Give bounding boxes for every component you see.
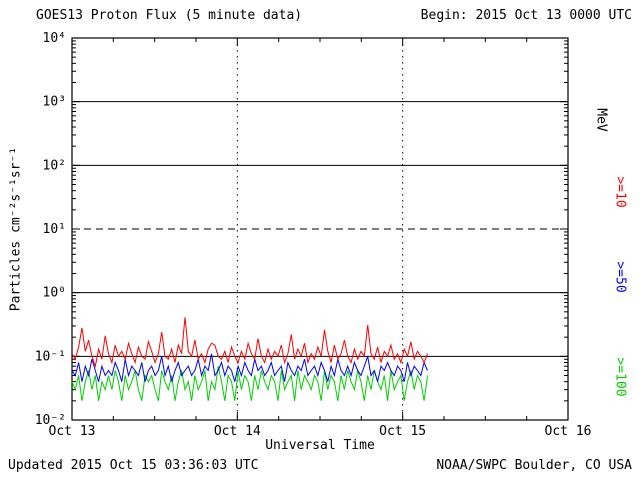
x-tick-label: Oct 16 [545, 424, 592, 439]
begin-label: Begin: 2015 Oct 13 0000 UTC [420, 8, 632, 23]
y-tick-label: 10² [43, 158, 66, 173]
plot-frame [71, 37, 569, 421]
y-axis-title: Particles cm⁻²s⁻¹sr⁻¹ [8, 146, 24, 312]
series-50MeV [71, 353, 428, 382]
x-tick-label: Oct 13 [49, 424, 96, 439]
right-label-ge50: >=50 [612, 261, 628, 293]
series-100MeV [71, 366, 428, 401]
credit-label: NOAA/SWPC Boulder, CO USA [436, 458, 632, 473]
series-10MeV [71, 317, 428, 369]
y-tick-label: 10⁻¹ [35, 349, 66, 364]
updated-label: Updated 2015 Oct 15 03:36:03 UTC [8, 458, 259, 473]
y-tick-label: 10³ [43, 95, 66, 110]
right-label-ge10: >=10 [612, 176, 628, 208]
x-tick-label: Oct 15 [379, 424, 426, 439]
right-label-ge100: >=100 [612, 357, 628, 397]
y-tick-label: 10⁻² [35, 413, 66, 428]
chart-title: GOES13 Proton Flux (5 minute data) [36, 8, 303, 23]
right-axis-unit-label: MeV [593, 108, 609, 132]
x-axis-title: Universal Time [265, 438, 375, 453]
y-tick-label: 10⁴ [43, 31, 66, 46]
y-tick-label: 10¹ [43, 222, 66, 237]
x-tick-label: Oct 14 [214, 424, 261, 439]
y-tick-label: 10⁰ [43, 286, 66, 301]
